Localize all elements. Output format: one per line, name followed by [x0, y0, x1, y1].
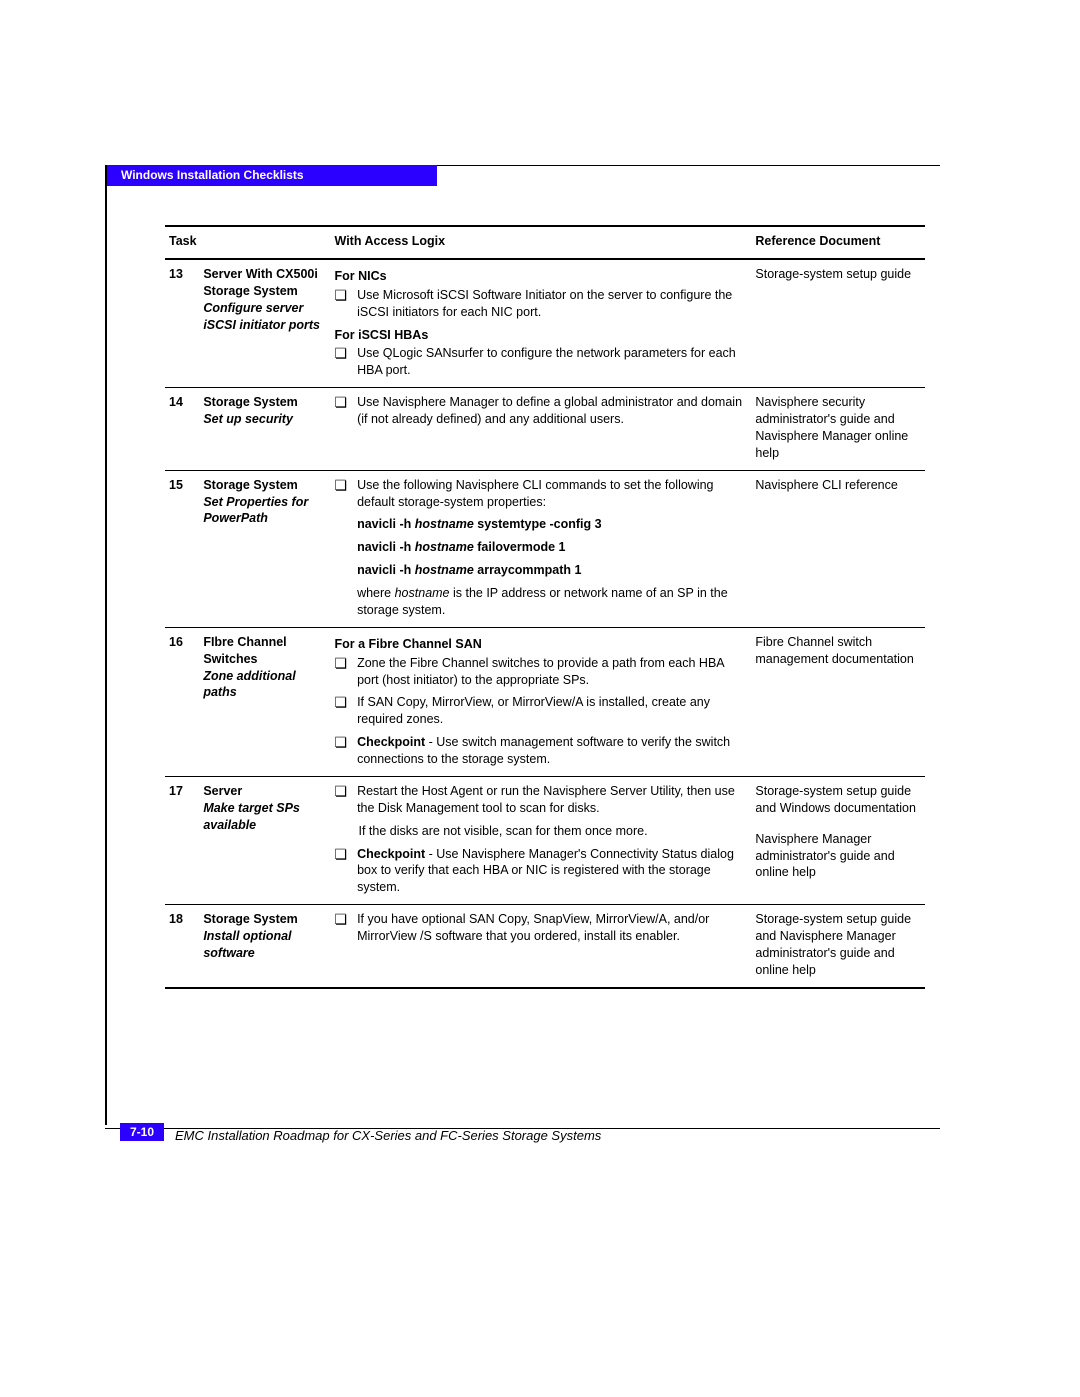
- task-number: 16: [165, 627, 199, 776]
- task-number: 15: [165, 470, 199, 627]
- checkbox-icon: ❏: [335, 847, 348, 861]
- task-cell: Storage System Set Properties for PowerP…: [199, 470, 330, 627]
- task-title: Storage System: [203, 477, 322, 494]
- checklist-text: If SAN Copy, MirrorView, or MirrorView/A…: [357, 694, 743, 728]
- task-steps: ❏ Restart the Host Agent or run the Navi…: [331, 776, 752, 904]
- footer-title: EMC Installation Roadmap for CX-Series a…: [175, 1128, 601, 1143]
- page: Windows Installation Checklists Task Wit…: [0, 0, 1080, 1397]
- checklist-text: Restart the Host Agent or run the Navisp…: [357, 783, 743, 817]
- task-cell: Storage System Set up security: [199, 388, 330, 471]
- task-title: Storage System: [203, 394, 322, 411]
- checklist-text: If you have optional SAN Copy, SnapView,…: [357, 911, 743, 945]
- table-row: 14 Storage System Set up security ❏ Use …: [165, 388, 925, 471]
- cli-note: where hostname is the IP address or netw…: [357, 585, 743, 619]
- task-subtitle: Make target SPs available: [203, 800, 322, 834]
- task-number: 13: [165, 259, 199, 388]
- reference-cell: Storage-system setup guide and Windows d…: [751, 776, 925, 904]
- checkbox-icon: ❏: [335, 912, 348, 926]
- checkbox-icon: ❏: [335, 735, 348, 749]
- table-row: 17 Server Make target SPs available ❏ Re…: [165, 776, 925, 904]
- checkbox-icon: ❏: [335, 478, 348, 492]
- task-title: FIbre Channel Switches: [203, 634, 322, 668]
- table-row: 16 FIbre Channel Switches Zone additiona…: [165, 627, 925, 776]
- checklist-text: Use QLogic SANsurfer to configure the ne…: [357, 345, 743, 379]
- checkbox-icon: ❏: [335, 695, 348, 709]
- table-row: 18 Storage System Install optional softw…: [165, 905, 925, 988]
- checklist-item: ❏ Checkpoint - Use Navisphere Manager's …: [335, 846, 744, 897]
- checklist-text: Use Navisphere Manager to define a globa…: [357, 394, 743, 428]
- task-subtitle: Zone additional paths: [203, 668, 322, 702]
- reference-cell: Navisphere security administrator's guid…: [751, 388, 925, 471]
- reference-cell: Storage-system setup guide: [751, 259, 925, 388]
- task-number: 18: [165, 905, 199, 988]
- section-tab-rule: [437, 165, 940, 166]
- checklist-text: Zone the Fibre Channel switches to provi…: [357, 655, 743, 689]
- subheading-for-iscsi-hbas: For iSCSI HBAs: [335, 327, 744, 344]
- subheading-fibre-channel-san: For a Fibre Channel SAN: [335, 636, 744, 653]
- task-cell: Server Make target SPs available: [199, 776, 330, 904]
- task-title: Server With CX500i Storage System: [203, 266, 322, 300]
- checklist-item: ❏ Restart the Host Agent or run the Navi…: [335, 783, 744, 817]
- checklist-item: ❏ Use Microsoft iSCSI Software Initiator…: [335, 287, 744, 321]
- table-header-row: Task With Access Logix Reference Documen…: [165, 226, 925, 259]
- task-subtitle: Install optional software: [203, 928, 322, 962]
- checklist-item: ❏ Zone the Fibre Channel switches to pro…: [335, 655, 744, 689]
- task-cell: FIbre Channel Switches Zone additional p…: [199, 627, 330, 776]
- checklist-text: Use the following Navisphere CLI command…: [357, 477, 743, 619]
- checkbox-icon: ❏: [335, 784, 348, 798]
- checkbox-icon: ❏: [335, 288, 348, 302]
- task-steps: ❏ If you have optional SAN Copy, SnapVie…: [331, 905, 752, 988]
- task-subtitle: Set Properties for PowerPath: [203, 494, 322, 528]
- task-title: Server: [203, 783, 322, 800]
- checklist-item: ❏ Checkpoint - Use switch management sof…: [335, 734, 744, 768]
- page-number: 7-10: [120, 1123, 164, 1141]
- plain-note: If the disks are not visible, scan for t…: [359, 823, 744, 840]
- reference-cell: Fibre Channel switch management document…: [751, 627, 925, 776]
- task-subtitle: Set up security: [203, 411, 322, 428]
- checklist-text: Checkpoint - Use switch management softw…: [357, 734, 743, 768]
- checkbox-icon: ❏: [335, 395, 348, 409]
- checklist-item: ❏ Use Navisphere Manager to define a glo…: [335, 394, 744, 428]
- task-cell: Server With CX500i Storage System Config…: [199, 259, 330, 388]
- task-cell: Storage System Install optional software: [199, 905, 330, 988]
- header-with-access-logix: With Access Logix: [331, 226, 752, 259]
- reference-cell: Navisphere CLI reference: [751, 470, 925, 627]
- checklist-item: ❏ Use the following Navisphere CLI comma…: [335, 477, 744, 619]
- checkbox-icon: ❏: [335, 346, 348, 360]
- left-margin-rule: [105, 165, 107, 1125]
- task-number: 17: [165, 776, 199, 904]
- section-tab: Windows Installation Checklists: [107, 165, 437, 186]
- checklist-item: ❏ Use QLogic SANsurfer to configure the …: [335, 345, 744, 379]
- checklist-item: ❏ If you have optional SAN Copy, SnapVie…: [335, 911, 744, 945]
- cli-command: navicli -h hostname failovermode 1: [357, 539, 743, 556]
- reference-text-1: Storage-system setup guide and Windows d…: [755, 783, 917, 817]
- task-steps: ❏ Use the following Navisphere CLI comma…: [331, 470, 752, 627]
- task-subtitle: Configure server iSCSI initiator ports: [203, 300, 322, 334]
- checkbox-icon: ❏: [335, 656, 348, 670]
- task-steps: For NICs ❏ Use Microsoft iSCSI Software …: [331, 259, 752, 388]
- checklist-text: Use Microsoft iSCSI Software Initiator o…: [357, 287, 743, 321]
- cli-command: navicli -h hostname systemtype -config 3: [357, 516, 743, 533]
- header-task: Task: [165, 226, 331, 259]
- table-row: 13 Server With CX500i Storage System Con…: [165, 259, 925, 388]
- task-number: 14: [165, 388, 199, 471]
- task-title: Storage System: [203, 911, 322, 928]
- checklist-table: Task With Access Logix Reference Documen…: [165, 225, 925, 989]
- checklist-item: ❏ If SAN Copy, MirrorView, or MirrorView…: [335, 694, 744, 728]
- checklist-text: Checkpoint - Use Navisphere Manager's Co…: [357, 846, 743, 897]
- reference-cell: Storage-system setup guide and Navispher…: [751, 905, 925, 988]
- task-steps: ❏ Use Navisphere Manager to define a glo…: [331, 388, 752, 471]
- task-steps: For a Fibre Channel SAN ❏ Zone the Fibre…: [331, 627, 752, 776]
- header-reference-document: Reference Document: [751, 226, 925, 259]
- cli-command: navicli -h hostname arraycommpath 1: [357, 562, 743, 579]
- reference-text-2: Navisphere Manager administrator's guide…: [755, 831, 917, 882]
- subheading-for-nics: For NICs: [335, 268, 744, 285]
- checklist-text-lead: Use the following Navisphere CLI command…: [357, 478, 713, 509]
- table-row: 15 Storage System Set Properties for Pow…: [165, 470, 925, 627]
